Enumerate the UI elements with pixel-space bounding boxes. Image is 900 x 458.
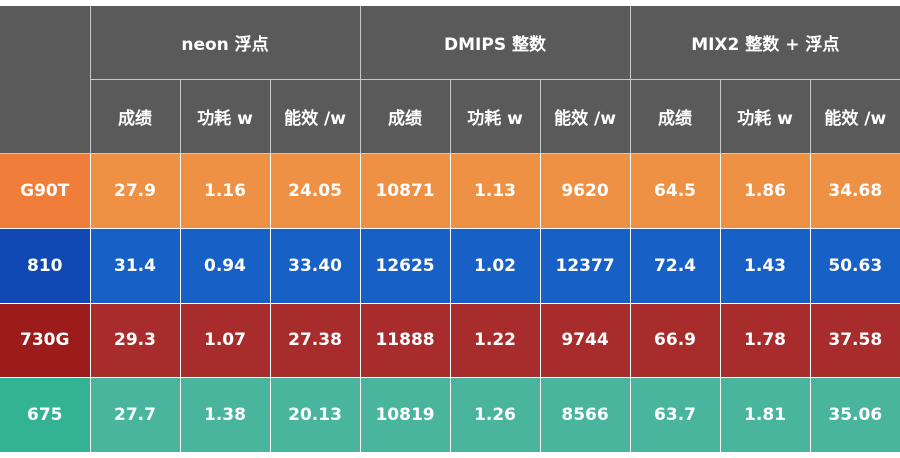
row-label: 730G (0, 302, 90, 378)
data-cell: 10871 (359, 153, 451, 229)
data-cell: 1.22 (449, 302, 541, 378)
row-label: 675 (0, 377, 90, 452)
data-cell: 31.4 (89, 227, 180, 303)
data-cell: 1.38 (179, 377, 270, 452)
data-cell: 50.63 (809, 227, 900, 303)
subheader-efficiency: 能效 /w (539, 79, 631, 154)
data-cell: 0.94 (179, 227, 270, 303)
subheader-score: 成绩 (629, 79, 721, 154)
row-label: 810 (0, 227, 90, 303)
data-cell: 27.9 (89, 153, 180, 229)
data-cell: 33.40 (269, 227, 361, 303)
data-cell: 34.68 (809, 153, 900, 229)
table-body: G90T 27.9 1.16 24.05 10871 1.13 9620 64.5 1.86 34… (0, 153, 900, 452)
data-cell: 27.38 (269, 302, 361, 378)
corner-cell (0, 6, 90, 154)
data-cell: 10819 (359, 377, 451, 452)
data-cell: 1.26 (449, 377, 541, 452)
subheader-efficiency: 能效 /w (809, 79, 900, 154)
data-cell: 64.5 (629, 153, 721, 229)
subheader-score: 成绩 (359, 79, 451, 154)
group-header-dmips: DMIPS 整数 (359, 6, 631, 80)
data-cell: 1.81 (719, 377, 811, 452)
data-cell: 72.4 (629, 227, 721, 303)
data-cell: 63.7 (629, 377, 721, 452)
data-cell: 1.43 (719, 227, 811, 303)
data-cell: 29.3 (89, 302, 180, 378)
table-row: 810 31.4 0.94 33.40 12625 1.02 12377 72.4 1.43 50… (0, 227, 900, 303)
data-cell: 11888 (359, 302, 451, 378)
data-cell: 37.58 (809, 302, 900, 378)
group-header-mix2: MIX2 整数 + 浮点 (629, 6, 900, 80)
subheader-power: 功耗 w (719, 79, 811, 154)
subheader-power: 功耗 w (179, 79, 270, 154)
data-cell: 24.05 (269, 153, 361, 229)
data-cell: 1.07 (179, 302, 270, 378)
data-cell: 66.9 (629, 302, 721, 378)
comparison-table: neon 浮点 DMIPS 整数 MIX2 整数 + 浮点 成绩 功耗 w 能效… (0, 6, 900, 452)
data-cell: 8566 (539, 377, 631, 452)
data-cell: 1.16 (179, 153, 270, 229)
table-row: 730G 29.3 1.07 27.38 11888 1.22 9744 66.9 1.78 37… (0, 302, 900, 378)
data-cell: 20.13 (269, 377, 361, 452)
data-cell: 1.02 (449, 227, 541, 303)
data-cell: 1.78 (719, 302, 811, 378)
group-header-neon: neon 浮点 (89, 6, 361, 80)
data-cell: 35.06 (809, 377, 900, 452)
table-row: 675 27.7 1.38 20.13 10819 1.26 8566 63.7 1.81 35.… (0, 377, 900, 452)
subheader-score: 成绩 (89, 79, 180, 154)
subheader-efficiency: 能效 /w (269, 79, 361, 154)
data-cell: 9620 (539, 153, 631, 229)
data-cell: 12625 (359, 227, 451, 303)
row-label: G90T (0, 153, 90, 229)
data-cell: 1.13 (449, 153, 541, 229)
subheader-power: 功耗 w (449, 79, 541, 154)
data-cell: 12377 (539, 227, 631, 303)
data-cell: 27.7 (89, 377, 180, 452)
table-row: G90T 27.9 1.16 24.05 10871 1.13 9620 64.5 1.86 34… (0, 153, 900, 229)
data-cell: 1.86 (719, 153, 811, 229)
data-cell: 9744 (539, 302, 631, 378)
